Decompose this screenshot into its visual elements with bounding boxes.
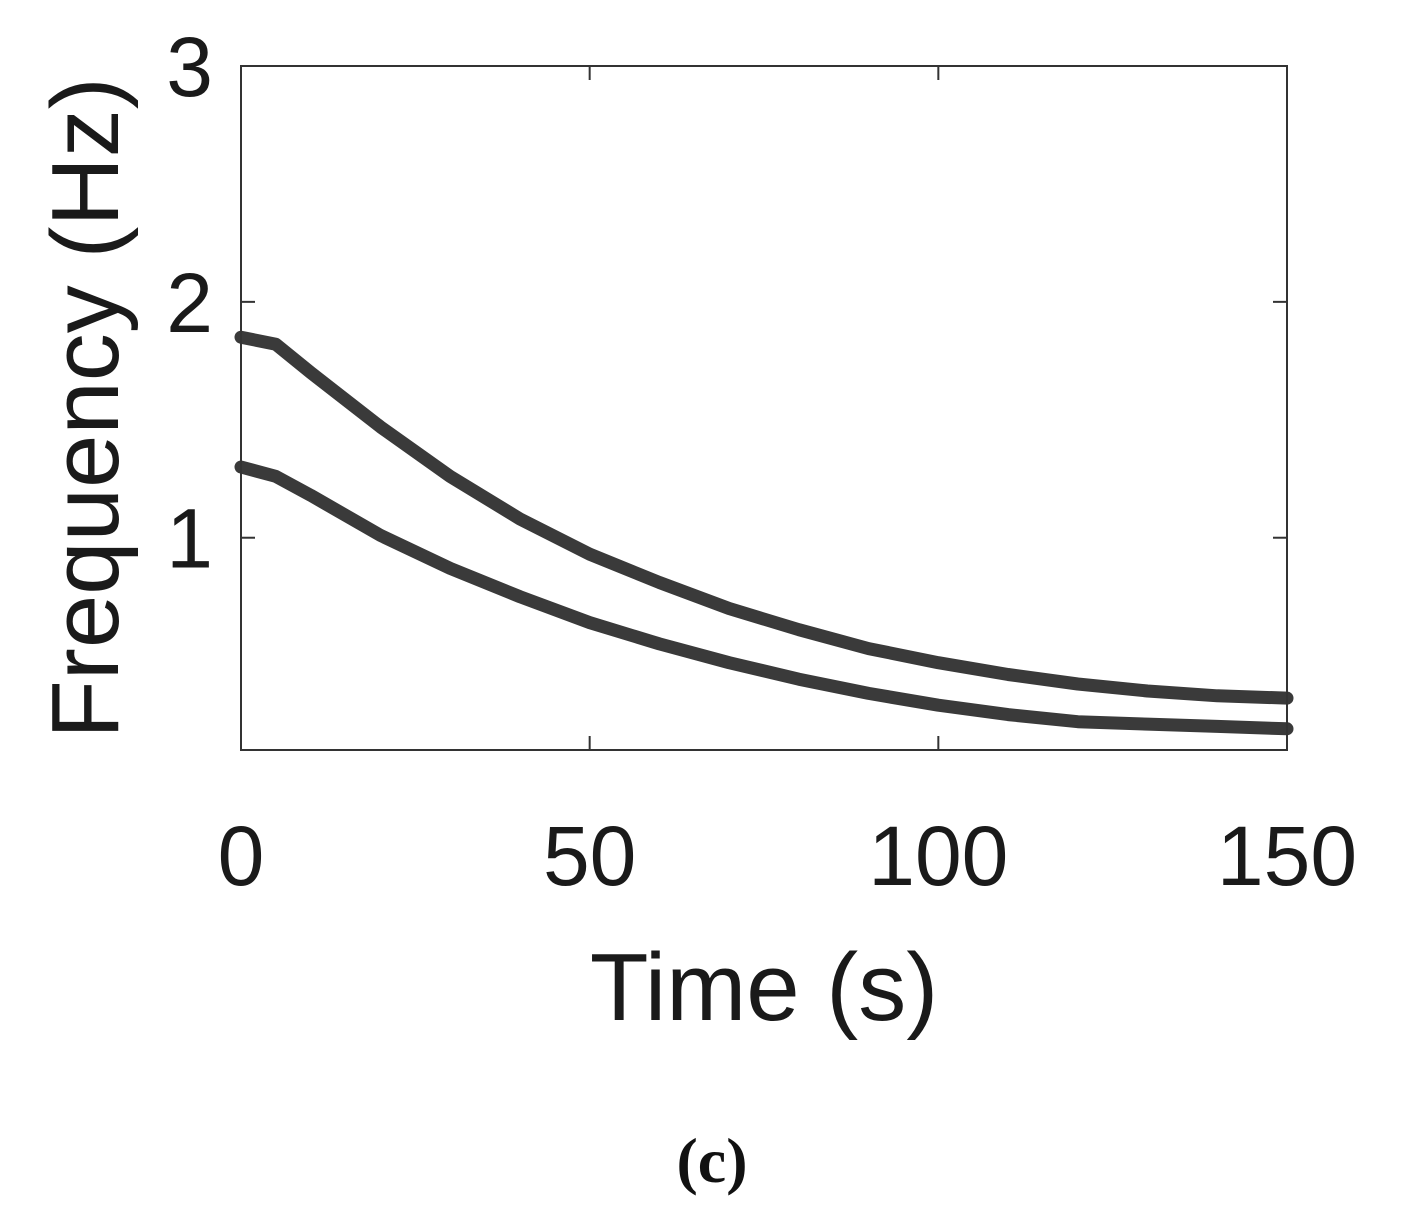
x-axis-label: Time (s) (590, 934, 938, 1041)
y-axis-label: Frequency (Hz) (32, 77, 139, 739)
tick-layer: 0 50 100 150 1 2 3 (166, 20, 1357, 903)
plot-frame (240, 65, 1288, 751)
series-layer (234, 330, 1294, 736)
panel-label: (c) (676, 1125, 747, 1196)
x-tick-label-150: 150 (1217, 809, 1357, 903)
series-line-1 (234, 330, 1294, 705)
x-tick-label-50: 50 (543, 809, 636, 903)
y-tick-label-3: 3 (166, 20, 213, 114)
y-tick-label-1: 1 (166, 492, 213, 586)
series-line-2 (234, 460, 1294, 736)
plot-area-background (241, 66, 1287, 750)
y-tick-label-2: 2 (166, 256, 213, 350)
x-tick-label-0: 0 (218, 809, 265, 903)
x-tick-label-100: 100 (868, 809, 1008, 903)
